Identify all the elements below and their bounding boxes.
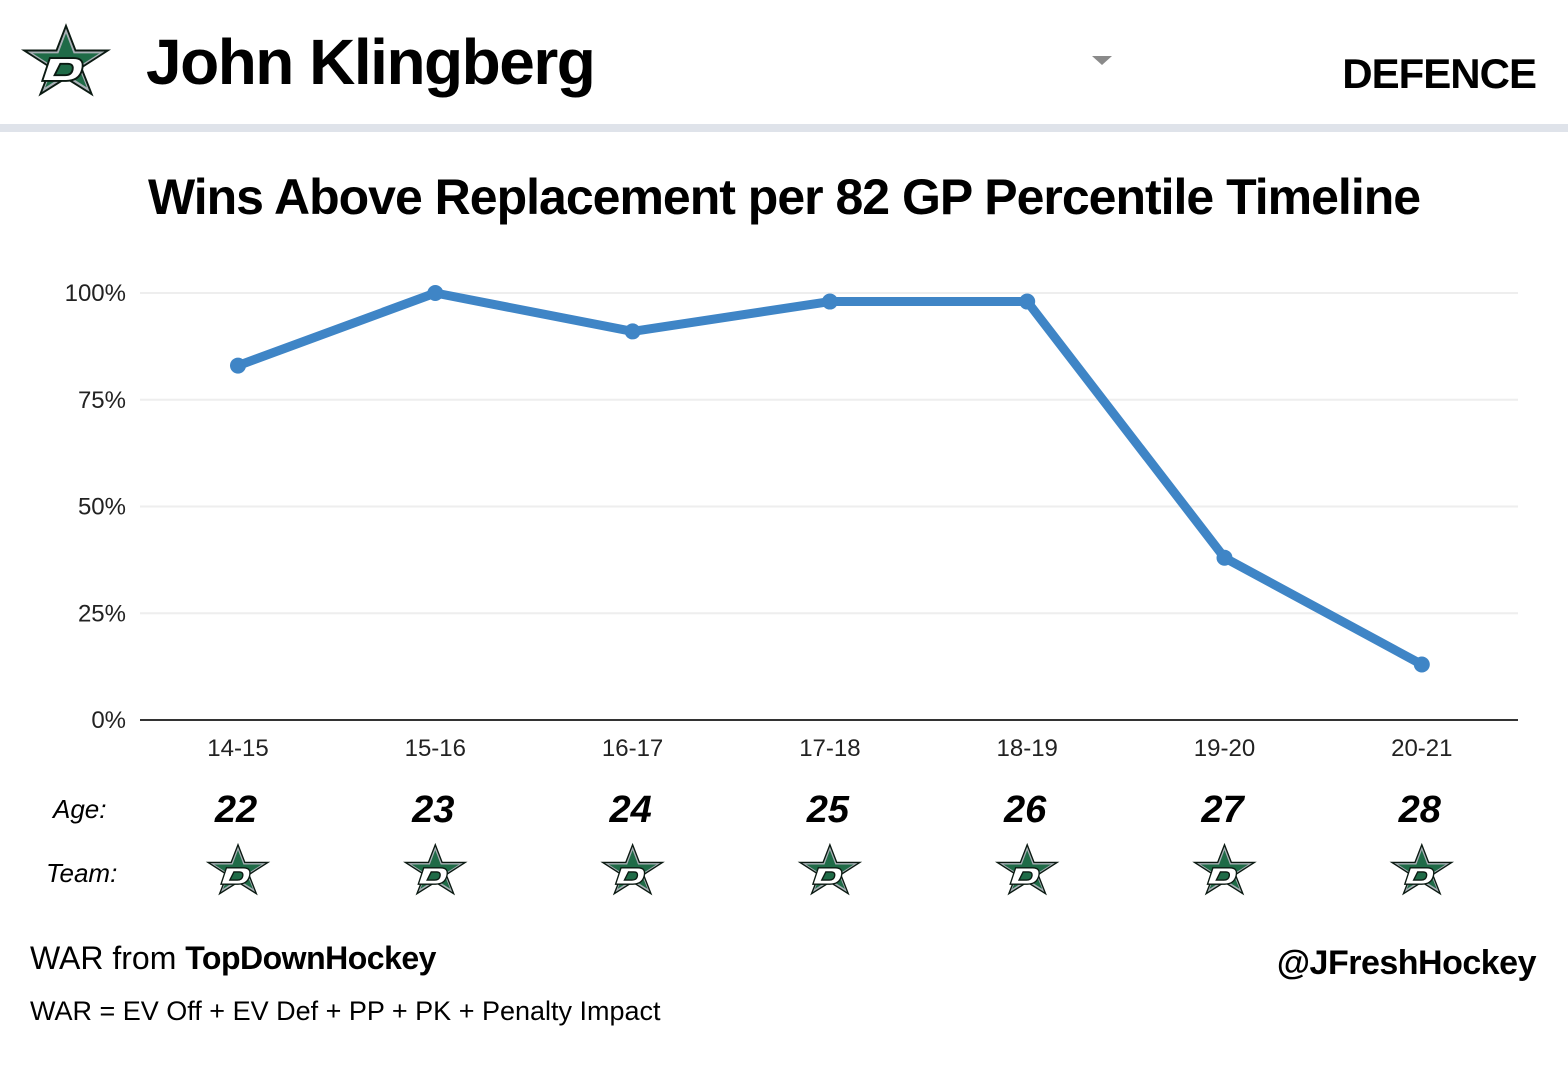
data-point [821, 293, 838, 310]
age-value: 28 [1398, 789, 1442, 831]
x-tick-label: 20-21 [1391, 735, 1452, 762]
series-line [233, 288, 1427, 669]
source-name: TopDownHockey [185, 940, 436, 976]
x-tick-label: 15-16 [405, 735, 466, 762]
team-logo-icon [403, 842, 468, 896]
author-handle: @JFreshHockey [1276, 944, 1537, 982]
y-tick-label: 75% [78, 387, 126, 414]
y-tick-label: 100% [65, 280, 126, 307]
age-value: 22 [214, 789, 257, 831]
team-row-label: Team: [46, 858, 118, 888]
y-tick-label: 50% [78, 494, 126, 521]
data-source: WAR from TopDownHockey [30, 938, 436, 978]
age-row-label: Age: [53, 794, 107, 824]
team-logo-icon [205, 842, 271, 896]
data-point [230, 357, 246, 374]
team-logo-icon [797, 842, 863, 896]
team-logo-icon [600, 842, 665, 896]
data-point [1413, 656, 1430, 673]
team-logo-icon [1389, 842, 1455, 896]
age-value: 27 [1200, 789, 1245, 831]
war-formula: WAR = EV Off + EV Def + PP + PK + Penalt… [30, 996, 661, 1026]
header-divider [0, 124, 1568, 132]
y-tick-label: 0% [91, 707, 126, 734]
team-logo-icon [1192, 842, 1257, 896]
source-prefix: WAR from [30, 940, 177, 976]
y-tick-label: 25% [78, 600, 126, 627]
dallas-stars-logo-icon [20, 23, 112, 97]
team-logo-icon [994, 842, 1060, 896]
data-point [1216, 549, 1233, 566]
x-tick-label: 18-19 [997, 735, 1058, 762]
age-value: 25 [806, 789, 850, 831]
age-value: 24 [608, 789, 651, 831]
age-value: 26 [1003, 789, 1047, 831]
player-name: John Klingberg [146, 26, 596, 98]
data-point [1019, 293, 1036, 310]
chart-title: Wins Above Replacement per 82 GP Percent… [147, 169, 1421, 225]
x-tick-label: 19-20 [1194, 735, 1255, 762]
data-point [624, 323, 641, 340]
x-tick-label: 16-17 [602, 735, 663, 762]
dropdown-caret-icon[interactable] [1092, 56, 1112, 65]
position-label: DEFENCE [1342, 50, 1537, 97]
x-tick-label: 14-15 [207, 735, 268, 762]
age-value: 23 [411, 789, 454, 831]
x-tick-label: 17-18 [799, 735, 860, 762]
header-bar: John Klingberg DEFENCE [0, 0, 1568, 124]
data-point [427, 285, 444, 301]
